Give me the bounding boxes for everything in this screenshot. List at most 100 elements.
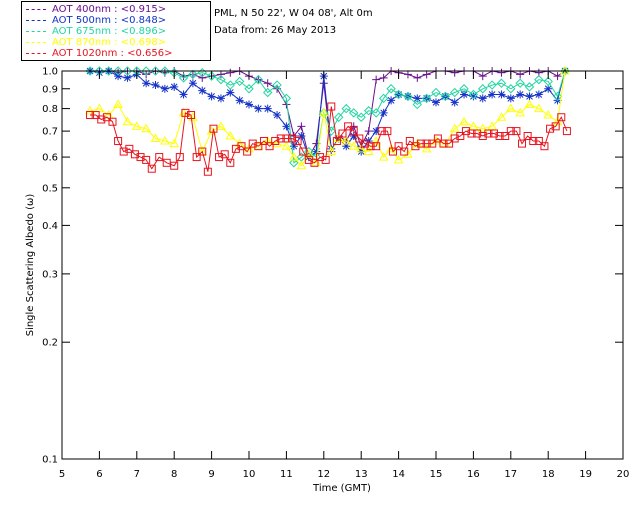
data-point [170, 82, 179, 91]
data-point [276, 134, 285, 143]
y-tick-label: 0.2 [42, 338, 58, 349]
x-tick-label: 9 [208, 469, 214, 480]
data-point [349, 108, 359, 118]
data-point [203, 167, 212, 176]
data-point [160, 84, 169, 93]
data-point [412, 99, 423, 110]
data-point [378, 152, 389, 161]
data-point [304, 146, 314, 157]
data-point [484, 129, 493, 138]
data-point [216, 121, 226, 130]
data-point [371, 108, 381, 118]
data-point [372, 75, 381, 84]
data-point [289, 158, 299, 168]
data-point [496, 112, 507, 121]
data-point [321, 155, 330, 164]
data-point [225, 80, 236, 90]
data-point [449, 87, 460, 98]
legend-label-400nm: AOT 400nm : <0.915> [52, 4, 167, 15]
data-point [341, 103, 351, 114]
data-point [506, 94, 515, 103]
series-layer [85, 65, 571, 176]
data-point [150, 66, 161, 76]
data-point [237, 142, 246, 151]
data-point [417, 139, 426, 148]
legend-item-1020nm: AOT 1020nm : <0.656> [26, 48, 172, 60]
data-point [178, 73, 189, 83]
data-point [91, 111, 100, 120]
data-point [394, 142, 403, 151]
data-point [460, 90, 469, 99]
data-point [524, 82, 535, 92]
data-point [235, 96, 244, 105]
data-point [468, 89, 479, 100]
data-point [544, 84, 553, 93]
x-tick-label: 14 [392, 469, 405, 480]
legend-item-675nm: AOT 675nm : <0.896> [26, 26, 166, 38]
data-point [334, 112, 344, 122]
data-point [552, 91, 563, 102]
data-point [349, 127, 358, 136]
x-tick-label: 10 [243, 469, 256, 480]
data-point [225, 130, 236, 140]
data-point [516, 70, 525, 79]
data-point [348, 141, 359, 150]
data-point [411, 142, 420, 151]
data-point [97, 115, 106, 124]
data-point [243, 147, 252, 156]
data-point [506, 84, 516, 94]
data-point [445, 139, 454, 148]
data-point [220, 150, 229, 159]
data-point [515, 107, 526, 117]
data-point [326, 146, 337, 156]
x-tick-label: 15 [430, 469, 443, 480]
data-point [125, 144, 134, 153]
data-point [231, 144, 240, 153]
data-point [523, 131, 532, 140]
data-point [440, 91, 451, 102]
data-point [422, 70, 431, 79]
data-point [104, 66, 114, 76]
data-point [263, 79, 272, 88]
data-point [553, 72, 562, 81]
data-point [421, 93, 432, 104]
data-point [355, 134, 364, 143]
data-point [360, 139, 369, 148]
data-point [372, 142, 381, 151]
data-point [379, 73, 388, 82]
data-point [562, 127, 571, 136]
legend-label-500nm: AOT 500nm : <0.848> [52, 15, 167, 26]
data-point [383, 127, 392, 136]
legend-swatch-1020nm [26, 52, 46, 54]
data-point [131, 121, 142, 130]
data-point [488, 90, 497, 99]
data-point [316, 153, 325, 162]
y-axis-label: Single Scattering Albedo (ω) [25, 194, 36, 337]
series-line [90, 106, 568, 172]
data-point [495, 131, 504, 140]
data-point [487, 80, 497, 90]
data-point [142, 79, 151, 88]
data-point [254, 104, 263, 113]
data-point [364, 127, 373, 136]
data-point [85, 66, 95, 76]
data-point [198, 147, 207, 156]
data-point [461, 127, 470, 136]
data-point [405, 137, 414, 146]
data-point [293, 137, 302, 146]
x-axis-label: Time (GMT) [312, 483, 371, 494]
data-point [439, 139, 448, 148]
data-point [403, 70, 412, 79]
data-point [533, 103, 544, 113]
data-point [113, 99, 123, 108]
data-point [206, 71, 217, 81]
data-point [400, 147, 409, 156]
data-point [296, 160, 307, 170]
legend-swatch-870nm [26, 41, 46, 43]
data-point [413, 73, 422, 82]
data-point [403, 149, 413, 158]
data-point [272, 80, 282, 90]
data-point [468, 121, 479, 130]
data-point [181, 108, 190, 117]
data-point [170, 161, 179, 170]
